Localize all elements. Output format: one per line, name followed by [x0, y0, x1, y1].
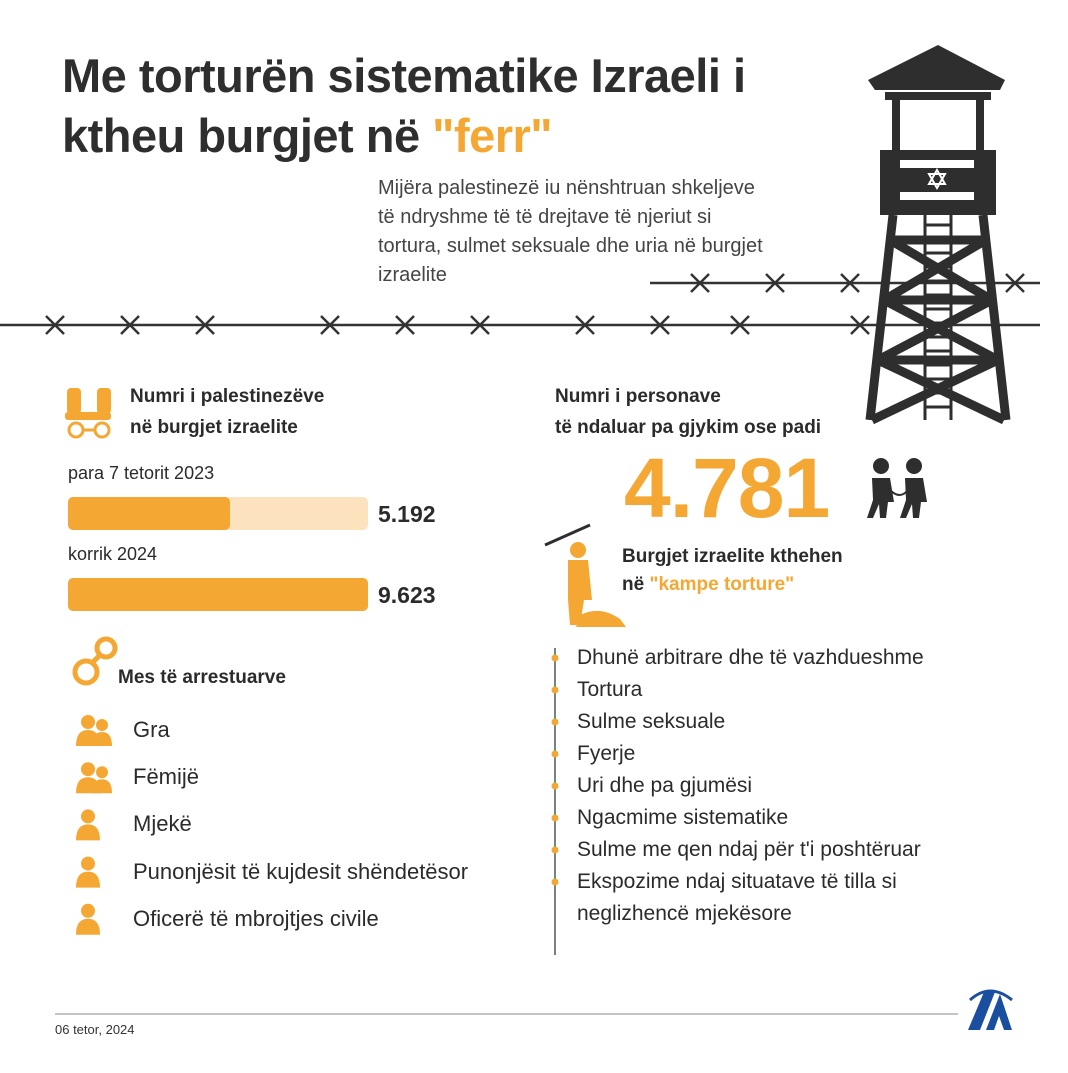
- list-item: Fëmijë: [133, 764, 200, 790]
- person-body: [92, 779, 112, 794]
- bar-label: korrik 2024: [68, 544, 158, 564]
- list-item: Sulme seksuale: [577, 710, 726, 733]
- title-text: ktheu burgjet në: [62, 109, 420, 162]
- heading-text: në: [622, 574, 645, 595]
- subtitle: Mijëra palestinezë iu nënshtruan shkelje…: [378, 177, 755, 199]
- barb: [395, 315, 415, 335]
- bullet: [551, 878, 559, 886]
- section-heading: në burgjet izraelite: [130, 417, 298, 438]
- bullet: [551, 718, 559, 726]
- list-icons: [76, 715, 112, 935]
- list-item: Fyerje: [577, 742, 636, 765]
- handcuffs-icon: [72, 636, 118, 686]
- barbs: [45, 273, 1025, 335]
- barb: [320, 315, 340, 335]
- person-head: [81, 809, 95, 824]
- heading-highlight: "kampe torture": [649, 574, 795, 595]
- person-head: [81, 856, 95, 871]
- section-heading: Mes të arrestuarve: [118, 667, 286, 688]
- bar: [68, 497, 230, 530]
- person-head: [96, 766, 108, 779]
- subtitle: izraelite: [378, 264, 447, 286]
- barb: [840, 273, 860, 293]
- subtitle: të ndryshme të të drejtave të njeriut si: [378, 206, 712, 228]
- big-number: 4.781: [624, 441, 830, 535]
- bullet: [551, 814, 559, 822]
- barb: [195, 315, 215, 335]
- barb: [650, 315, 670, 335]
- list-item: Gra: [133, 717, 170, 742]
- prisoners-icon: [867, 458, 927, 518]
- barb: [470, 315, 490, 335]
- person-body: [92, 732, 112, 746]
- section-heading: Burgjet izraelite kthehen: [622, 546, 843, 567]
- section-heading: Numri i personave: [555, 386, 721, 407]
- barb: [575, 315, 595, 335]
- person-body: [76, 918, 100, 935]
- barb: [120, 315, 140, 335]
- person-head: [81, 762, 95, 777]
- person-body: [76, 824, 100, 841]
- barb: [850, 315, 870, 335]
- bullet: [551, 750, 559, 758]
- barb: [690, 273, 710, 293]
- bar-label: para 7 tetorit 2023: [68, 463, 215, 483]
- section-heading: në "kampe torture": [622, 569, 794, 600]
- list-item: Mjekë: [133, 811, 192, 837]
- person-head: [81, 715, 95, 729]
- person-head: [81, 903, 95, 918]
- list-item: Ngacmime sistematike: [577, 806, 789, 829]
- subtitle: tortura, sulmet seksuale dhe uria në bur…: [378, 235, 763, 257]
- person-head: [96, 719, 108, 731]
- bullet: [551, 846, 559, 854]
- footer-date: 06 tetor, 2024: [55, 1022, 135, 1037]
- bar-value: 9.623: [378, 582, 436, 608]
- bullet: [551, 654, 559, 662]
- barb: [45, 315, 65, 335]
- section-heading: të ndaluar pa gjykim ose padi: [555, 417, 822, 438]
- list-item: Tortura: [577, 678, 643, 701]
- barb: [765, 273, 785, 293]
- bar-value: 5.192: [378, 501, 436, 527]
- list-item: Uri dhe pa gjumësi: [577, 774, 753, 797]
- list-item: Oficerë të mbrojtjes civile: [133, 905, 379, 931]
- title-line: Me torturën sistematike Izraeli i: [62, 49, 746, 102]
- watchtower: [865, 45, 1011, 425]
- bullet: [551, 686, 559, 694]
- title-highlight: "ferr": [432, 109, 553, 162]
- list-item: Dhunë arbitrare dhe të vazhdueshme: [577, 646, 924, 669]
- section-heading: Numri i palestinezëve: [130, 386, 325, 407]
- list-item: Ekspozime ndaj situatave të tilla si: [577, 870, 897, 893]
- barbed-wire: [0, 281, 1040, 327]
- bar: [68, 578, 368, 611]
- person-body: [76, 871, 100, 888]
- torture-icon: [544, 523, 626, 627]
- list-item: Sulme me qen ndaj për t'i poshtëruar: [577, 838, 921, 861]
- title-line: ktheu burgjet në "ferr": [62, 106, 553, 166]
- bullets: [551, 654, 559, 886]
- bullet: [551, 782, 559, 790]
- logo: [968, 989, 1013, 1030]
- list-item: Punonjësit të kujdesit shëndetësor: [133, 858, 469, 884]
- list-item: neglizhencë mjekësore: [577, 902, 792, 925]
- barb: [1005, 273, 1025, 293]
- hands-icon: [65, 388, 111, 439]
- barb: [730, 315, 750, 335]
